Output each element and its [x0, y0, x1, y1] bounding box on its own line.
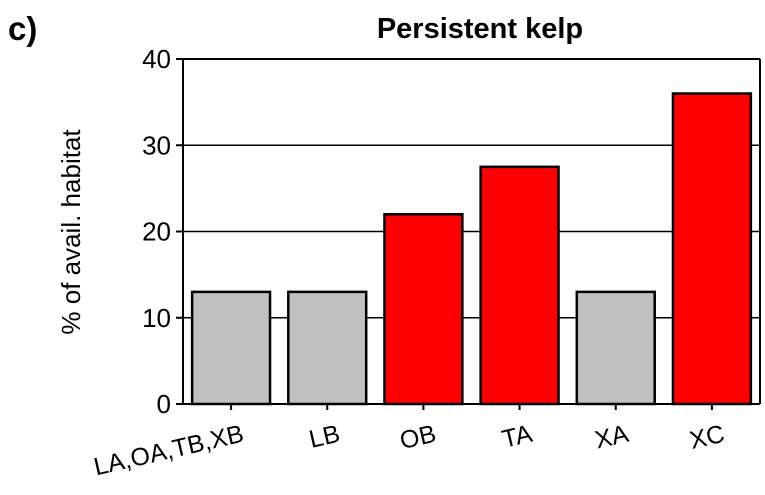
x-tick-label: XC [687, 420, 727, 455]
y-tick-label: 0 [157, 389, 171, 419]
bar [479, 165, 560, 406]
chart-title: Persistent kelp [377, 13, 583, 45]
bar [575, 290, 656, 406]
x-tick-labels: LA,OA,TB,XB LB OB TA XA XC [91, 420, 727, 482]
bars [190, 92, 753, 406]
bar [190, 290, 272, 406]
x-tick-label: XA [592, 420, 631, 455]
y-tick-label: 10 [142, 303, 171, 333]
bar [287, 290, 368, 406]
panel-label: c) [8, 10, 37, 47]
x-tick-label: LB [306, 420, 342, 454]
y-tick-labels: 0 10 20 30 40 [142, 44, 171, 419]
x-tick-label: LA,OA,TB,XB [91, 420, 246, 482]
y-tick-label: 20 [142, 217, 171, 247]
bar [671, 92, 753, 406]
axes [176, 58, 761, 410]
x-tick-label: TA [499, 420, 535, 454]
y-tick-label: 30 [142, 130, 171, 160]
x-tick-label: OB [397, 420, 438, 455]
y-axis-label: % of avail. habitat [56, 129, 86, 335]
bar [383, 213, 464, 406]
y-tick-label: 40 [142, 44, 171, 74]
